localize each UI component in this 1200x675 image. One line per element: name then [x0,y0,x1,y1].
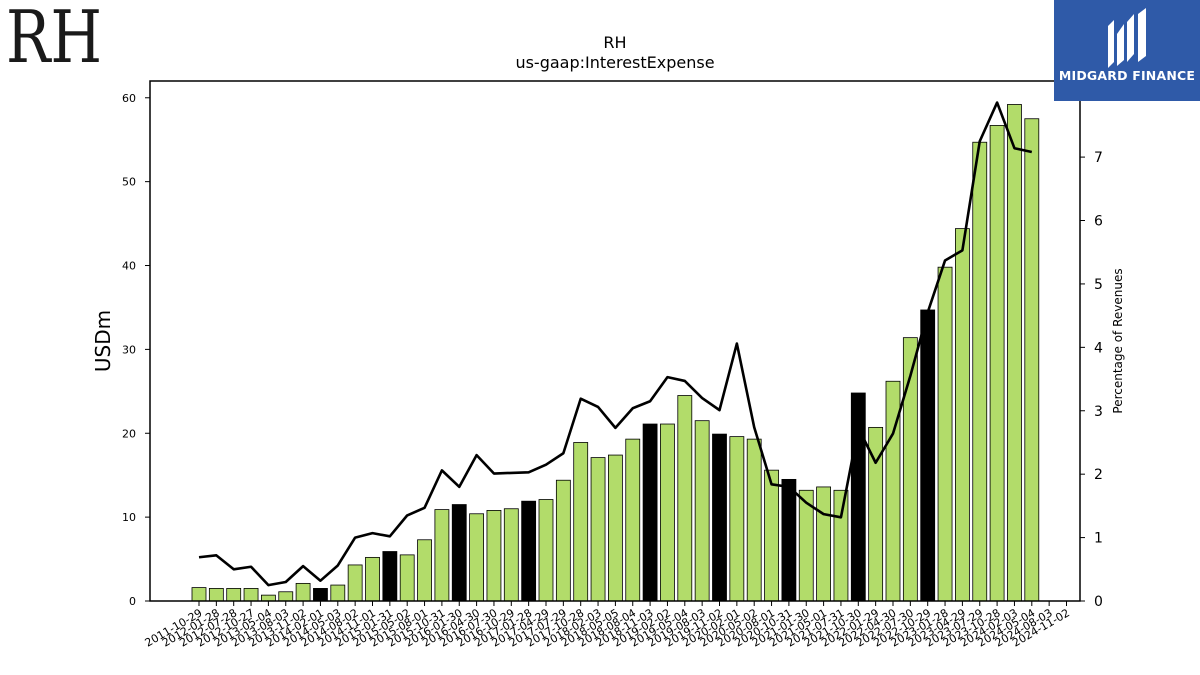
bar-highlighted [712,433,727,602]
bar [955,228,970,602]
bar [625,438,641,602]
bar [694,420,710,602]
bar [226,588,242,602]
bar [330,584,346,602]
y2-tick-label: 0 [1094,594,1103,610]
bar-highlighted [781,478,797,602]
y-tick-label: 10 [122,511,136,524]
bar [278,591,294,602]
y2-tick-label: 3 [1094,404,1103,420]
bar [347,564,363,602]
bar-highlighted [382,551,398,602]
y-tick-label: 40 [122,260,136,273]
y2-axis-label: Percentage of Revenues [1111,268,1125,413]
midgard-finance-wordmark: MIDGARD FINANCE [1058,68,1196,83]
bar [1024,118,1040,602]
bar [434,509,450,602]
y2-tick-label: 4 [1094,340,1103,356]
bar [417,539,432,602]
bar [608,454,623,602]
bar [260,594,276,602]
bar-highlighted [850,392,866,602]
bar-highlighted [451,504,467,602]
rh-logo-text: RH [6,2,102,68]
bar [399,554,415,602]
bar [365,556,380,602]
rh-logo: RH [6,0,106,79]
bar [573,442,589,602]
bar [816,486,831,602]
y-tick-label: 0 [129,595,136,608]
chart-title: RH [603,33,626,52]
bar [972,141,988,602]
bar [677,395,693,602]
y-tick-label: 30 [122,343,136,356]
bar [469,513,485,602]
bar [486,510,502,602]
y2-tick-label: 7 [1094,150,1103,166]
bar [503,508,519,602]
bar-highlighted [521,500,537,602]
y2-tick-label: 1 [1094,531,1103,547]
bar [191,587,207,602]
bar [937,266,953,602]
line-series-percentage [198,101,1033,587]
midgard-mark-icon [1108,8,1146,68]
bar [555,479,571,602]
y-tick-label: 50 [122,176,136,189]
bar [660,423,675,602]
bar-highlighted [920,309,936,602]
y-axis-label: USDm [91,310,115,372]
bar [208,588,224,602]
y-tick-label: 20 [122,427,136,440]
plot-frame [149,80,1081,602]
y2-tick-label: 2 [1094,467,1103,483]
bar [295,582,311,602]
bar [833,489,849,602]
bar [243,588,259,602]
bar [729,436,745,602]
bar-highlighted [313,588,328,602]
bar [989,125,1005,602]
bar [764,469,779,602]
bar [746,438,762,602]
midgard-finance-logo: MIDGARD FINANCE [1054,0,1200,101]
y-tick-label: 60 [122,92,136,105]
bar-highlighted [642,423,658,602]
bar [590,457,606,602]
bar [1007,104,1022,602]
y2-tick-label: 5 [1094,277,1103,293]
bar [538,499,554,602]
y2-tick-label: 6 [1094,214,1103,230]
chart-subtitle: us-gaap:InterestExpense [515,53,714,72]
